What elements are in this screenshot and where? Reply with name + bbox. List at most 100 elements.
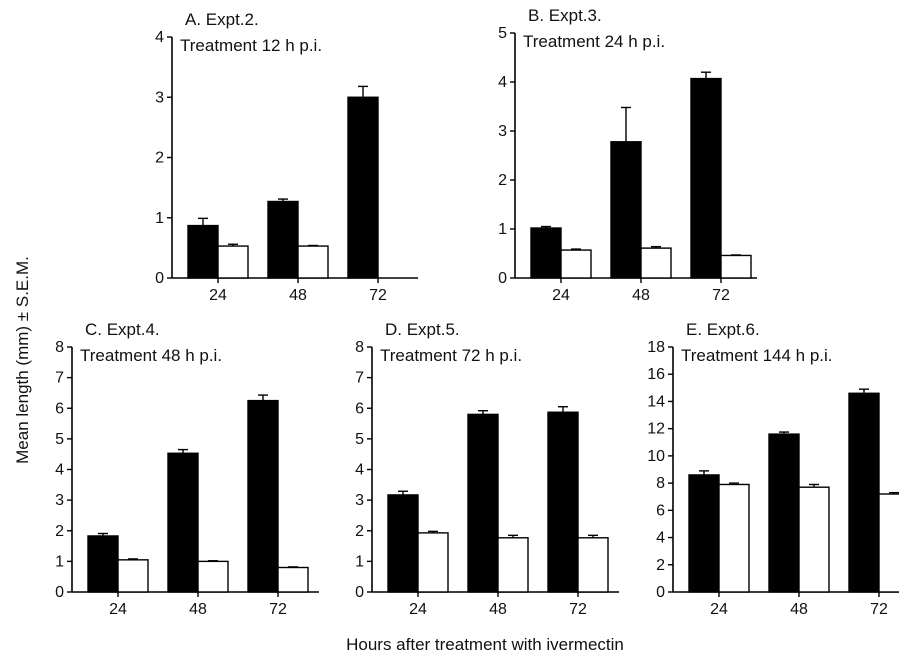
panel-c-y-tick-label: 0 (55, 584, 64, 601)
panel-d-y-tick-label: 6 (355, 400, 364, 417)
panel-e-bar-treated (848, 392, 880, 593)
panel-d-y-tick-label: 8 (355, 339, 364, 356)
panel-d-bar-control (497, 537, 529, 593)
panel-b-bar-treated (690, 77, 722, 279)
panel-d-y-tick-label: 0 (355, 584, 364, 601)
panel-e-y-tick-label: 18 (647, 339, 665, 356)
panel-e-bar-treated (768, 433, 800, 593)
panel-c-y-tick-label: 3 (55, 492, 64, 509)
panel-c-y-tick-label: 1 (55, 553, 64, 570)
panel-b-y-tick-label: 3 (498, 123, 507, 140)
panel-b-y-tick-label: 4 (498, 74, 507, 91)
panel-e-bar-treated (688, 474, 720, 593)
panel-b: 0 1 2 3 4 5 B. Expt.3. Treatment 24 h p.i. 24 48 7… (498, 6, 757, 304)
panel-d-y-tick-label: 4 (355, 462, 364, 479)
panel-c-bar-treated (247, 399, 279, 593)
panel-e-bar-control (878, 493, 899, 593)
panel-c-x-tick-label: 24 (109, 601, 127, 618)
panel-d: 0 1 2 3 4 5 6 7 8 D. Expt.5. Treatment 72 h p.i. 24… (355, 320, 619, 618)
panel-d-y-tick-label: 5 (355, 431, 364, 448)
panel-e-y-tick-label: 2 (656, 557, 665, 574)
panel-c-subtitle: Treatment 48 h p.i. (80, 346, 222, 365)
panel-c-bar-control (117, 559, 149, 593)
panel-a: 0 1 2 3 4 A. Expt.2. Treatment 12 h p.i. 24 48 72 (155, 10, 418, 304)
panel-a-x-tick-label: 24 (209, 287, 227, 304)
panel-e-y-tick-label: 14 (647, 393, 665, 410)
x-axis-label: Hours after treatment with ivermectin (346, 635, 624, 654)
panel-d-x-tick-label: 24 (409, 601, 427, 618)
panel-c-bar-control (197, 560, 229, 593)
panel-c-y-tick-label: 7 (55, 370, 64, 387)
panel-e-y-tick-label: 16 (647, 366, 665, 383)
panel-c-x-tick-label: 72 (269, 601, 287, 618)
panel-a-title: A. Expt.2. (185, 10, 259, 29)
panel-a-y-tick-label: 3 (155, 89, 164, 106)
panel-c-y-tick-label: 6 (55, 400, 64, 417)
panel-b-subtitle: Treatment 24 h p.i. (523, 32, 665, 51)
panel-a-bar-treated (267, 200, 299, 279)
panel-a-x-tick-label: 72 (369, 287, 387, 304)
panel-d-title: D. Expt.5. (385, 320, 460, 339)
panel-d-bar-treated (467, 413, 499, 593)
panel-d-bar-treated (547, 411, 579, 593)
panel-b-bar-treated (610, 141, 642, 279)
panel-c-y-tick-label: 2 (55, 523, 64, 540)
panel-d-bar-treated (387, 494, 419, 593)
panel-b-bar-treated (530, 227, 562, 279)
panel-e-y-tick-label: 10 (647, 448, 665, 465)
panel-b-y-tick-label: 2 (498, 172, 507, 189)
panel-d-x-tick-label: 72 (569, 601, 587, 618)
panel-a-bar-control (297, 245, 329, 279)
panel-e-x-tick-label: 72 (870, 601, 888, 618)
panel-e-y-tick-label: 8 (656, 475, 665, 492)
panel-c-title: C. Expt.4. (85, 320, 160, 339)
panel-e-subtitle: Treatment 144 h p.i. (681, 346, 833, 365)
panel-a-bar-treated (187, 224, 219, 279)
panel-b-y-tick-label: 0 (498, 270, 507, 287)
panel-a-x-tick-label: 48 (289, 287, 307, 304)
panel-e-bar-control (798, 486, 830, 593)
panel-a-bar-control (217, 245, 249, 279)
panel-a-y-tick-label: 1 (155, 210, 164, 227)
panel-b-y-tick-label: 5 (498, 25, 507, 42)
panel-c-bar-control (277, 566, 309, 593)
panel-b-y-tick-label: 1 (498, 221, 507, 238)
panel-d-y-tick-label: 3 (355, 492, 364, 509)
panel-d-y-tick-label: 1 (355, 553, 364, 570)
panel-a-y-tick-label: 4 (155, 29, 164, 46)
panel-c-y-tick-label: 5 (55, 431, 64, 448)
panel-b-x-tick-label: 24 (552, 287, 570, 304)
panel-c-x-tick-label: 48 (189, 601, 207, 618)
panel-e-title: E. Expt.6. (686, 320, 760, 339)
panel-b-bar-control (560, 249, 592, 279)
panel-e-x-tick-label: 48 (790, 601, 808, 618)
panel-b-title: B. Expt.3. (528, 6, 602, 25)
panel-a-bar-treated (347, 96, 379, 279)
panel-c-bar-treated (87, 535, 119, 593)
panel-d-subtitle: Treatment 72 h p.i. (380, 346, 522, 365)
y-axis-label: Mean length (mm) ± S.E.M. (13, 256, 32, 464)
panel-e-y-tick-label: 6 (656, 502, 665, 519)
panel-d-bar-control (577, 537, 609, 593)
panel-d-bar-control (417, 532, 449, 593)
panel-c-y-tick-label: 4 (55, 462, 64, 479)
panel-e-y-tick-label: 0 (656, 584, 665, 601)
panel-e-y-tick-label: 4 (656, 530, 665, 547)
panel-a-y-tick-label: 0 (155, 270, 164, 287)
panel-e-bar-control (718, 483, 750, 593)
panel-a-y-tick-label: 2 (155, 150, 164, 167)
panel-e-y-tick-label: 12 (647, 421, 665, 438)
panel-d-x-tick-label: 48 (489, 601, 507, 618)
panel-e-x-tick-label: 24 (710, 601, 728, 618)
panel-b-bar-control (720, 254, 752, 279)
panel-c-y-tick-label: 8 (55, 339, 64, 356)
panel-d-y-tick-label: 2 (355, 523, 364, 540)
panel-c-bar-treated (167, 452, 199, 593)
panel-b-x-tick-label: 48 (632, 287, 650, 304)
panel-c: 0 1 2 3 4 5 6 7 8 C. Expt.4. Treatment 48 h p.i. 24… (55, 320, 319, 618)
panel-d-y-tick-label: 7 (355, 370, 364, 387)
panel-b-bar-control (640, 247, 672, 279)
